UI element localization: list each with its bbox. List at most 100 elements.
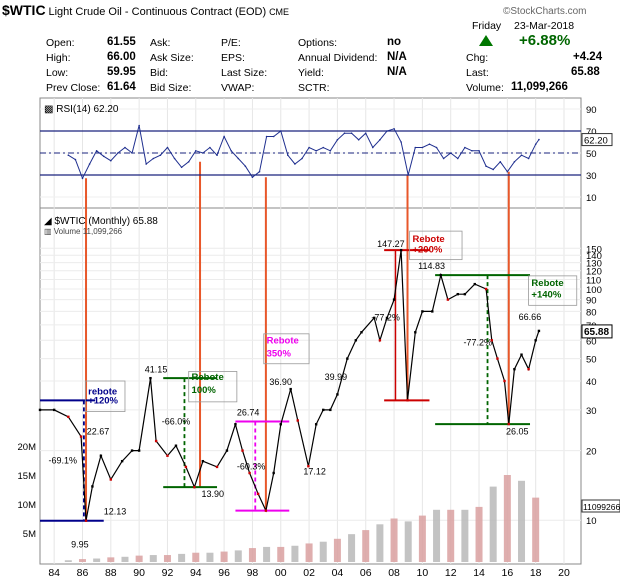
rsi-point	[336, 139, 339, 141]
annotation-label: 22.67	[87, 426, 110, 436]
price-point	[79, 435, 83, 438]
rsi-point	[202, 152, 204, 154]
yield-label: Yield:	[298, 67, 324, 79]
high-value: 66.00	[107, 51, 136, 63]
price-point	[225, 449, 229, 452]
ask-label: Ask:	[150, 37, 171, 49]
volume-bar	[234, 550, 242, 562]
rsi-point	[350, 132, 353, 134]
rsi-point	[421, 146, 424, 149]
rsi-point	[428, 143, 431, 145]
rsi-point	[315, 150, 317, 152]
annotation-label: Rebote	[412, 234, 444, 245]
rsi-point	[400, 141, 402, 143]
x-tick-label: 04	[332, 567, 344, 579]
rsi-point	[258, 170, 261, 173]
rsi-point	[152, 157, 155, 160]
prevclose-value: 61.64	[107, 81, 136, 93]
price-point	[439, 273, 442, 277]
rsi-point	[372, 146, 374, 149]
rsi-point	[187, 161, 190, 163]
price-point	[289, 387, 292, 391]
price-point	[154, 439, 158, 443]
rsi-point	[145, 163, 148, 165]
rsi-point	[223, 135, 225, 138]
price-point	[130, 449, 134, 452]
volume-legend: ▥ Volume 11,099,266	[44, 227, 123, 236]
volume-bar	[518, 480, 526, 562]
price-tick-label: 150	[586, 244, 602, 255]
price-point	[241, 449, 244, 452]
rsi-point	[343, 132, 346, 134]
volume-tick-label: 5M	[23, 529, 36, 540]
price-point	[248, 471, 251, 475]
x-tick-label: 96	[218, 567, 230, 579]
rsi-point	[124, 146, 126, 149]
rsi-point	[527, 157, 530, 160]
volume-bar	[121, 556, 129, 562]
annotation-box	[263, 333, 310, 365]
rsi-point	[272, 135, 275, 138]
volume-bar	[333, 538, 341, 562]
annotation-label: 12.13	[104, 506, 127, 516]
change-pct: +6.88%	[519, 32, 571, 49]
price-point	[296, 419, 299, 422]
rsi-value-box	[581, 133, 613, 147]
price-point	[490, 339, 493, 342]
annotation-label: 114.83	[418, 261, 445, 271]
rsi-point	[435, 146, 438, 149]
price-point	[322, 408, 325, 412]
rsi-point	[230, 150, 232, 152]
price-point	[336, 393, 339, 396]
annotation-label: Rebote	[531, 278, 563, 289]
volume-bar	[390, 518, 398, 562]
options-value: no	[387, 36, 402, 48]
rsi-point	[485, 165, 487, 167]
rsi-tick-label: 30	[586, 171, 597, 182]
annotation-label: 350%	[267, 349, 292, 360]
rsi-point	[478, 150, 480, 152]
annotation-label: 36.90	[269, 377, 292, 387]
prevclose-label: Prev Close:	[46, 82, 101, 94]
annotation-label: +140%	[531, 289, 561, 300]
price-tick-label: 10	[586, 516, 597, 527]
last-label: Last:	[466, 67, 489, 79]
annotation-box	[409, 230, 463, 261]
price-point	[120, 459, 124, 463]
yield-value: N/A	[387, 66, 407, 78]
volume-bar	[263, 546, 271, 562]
price-point	[484, 287, 488, 291]
last-price-box	[581, 324, 613, 339]
triangle-up-icon	[479, 35, 493, 46]
lastsize-label: Last Size:	[221, 67, 268, 79]
price-point	[52, 408, 56, 412]
x-tick-label: 08	[388, 567, 400, 579]
rsi-point	[414, 146, 417, 149]
volume-bar	[93, 558, 101, 562]
rsi-line	[68, 125, 540, 180]
x-tick-label: 90	[133, 567, 145, 579]
rsi-point	[138, 124, 140, 127]
annotation-label: Rebote	[192, 372, 224, 383]
rsi-point	[287, 154, 289, 156]
price-panel-frame	[39, 207, 582, 565]
rsi-legend: ▩ RSI(14) 62.20	[44, 104, 119, 115]
rsi-point	[329, 150, 332, 152]
rsi-point	[534, 143, 537, 145]
volume-value-label: 11099266	[583, 502, 620, 512]
price-point	[84, 519, 88, 522]
volume-bar	[461, 509, 469, 562]
price-point	[99, 454, 103, 457]
price-point	[137, 449, 141, 452]
price-point	[503, 379, 506, 383]
price-tick-label: 30	[586, 406, 597, 417]
price-point	[201, 459, 205, 463]
rsi-value-label: 62.20	[584, 136, 608, 147]
volume-bar	[503, 475, 511, 562]
rsi-point	[442, 157, 445, 160]
price-tick-label: 90	[586, 296, 597, 307]
price-tick-label: 140	[586, 251, 602, 262]
rsi-point	[449, 152, 452, 154]
eps-label: EPS:	[221, 52, 245, 64]
